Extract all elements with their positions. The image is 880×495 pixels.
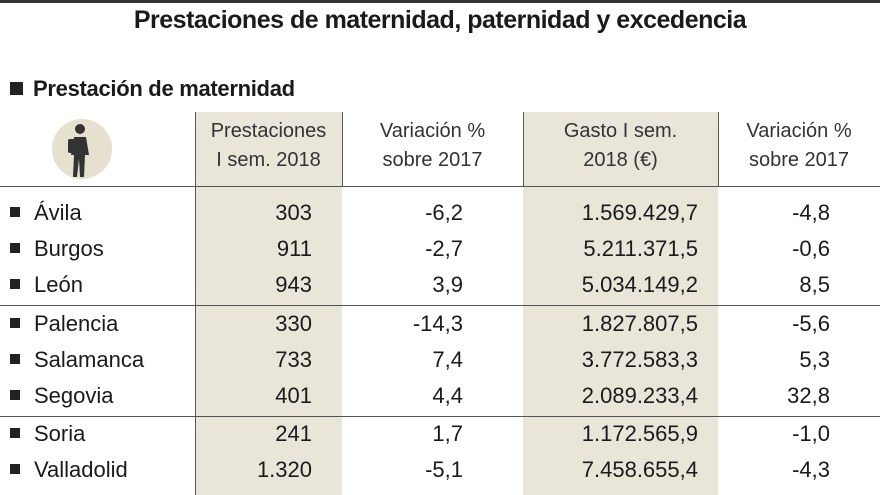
column-divider — [342, 112, 343, 186]
top-rule — [0, 0, 880, 3]
cell-value: -2,7 — [425, 236, 463, 262]
cell-value: 1.320 — [256, 457, 312, 483]
row-label: Salamanca — [10, 342, 144, 378]
column-shade — [195, 112, 342, 495]
column-header: Prestaciones — [210, 120, 327, 142]
column-divider — [718, 112, 719, 186]
cell-value: 330 — [275, 310, 312, 336]
column-divider — [195, 186, 196, 495]
row-label: Palencia — [10, 306, 118, 342]
group-rule — [0, 305, 880, 307]
cell-value: -6,2 — [425, 200, 463, 225]
row-label: Soria — [10, 416, 85, 452]
column-header: Variación % — [746, 120, 852, 142]
column-shade — [523, 112, 718, 495]
cell-value: 3,9 — [432, 272, 463, 298]
cell-value: -14,3 — [412, 310, 463, 336]
cell-value: 5.034.149,2 — [581, 272, 698, 298]
row-label: Valladolid — [10, 452, 128, 488]
column-header: Variación % — [379, 120, 486, 142]
cell-value: 303 — [275, 200, 312, 225]
column-header: I sem. 2018 — [216, 149, 321, 171]
cell-value: 3.772.583,3 — [581, 346, 698, 372]
cell-value: 5,3 — [799, 346, 830, 372]
cell-value: 241 — [275, 421, 312, 447]
cell-value: -0,6 — [792, 236, 830, 262]
cell-value: 1.569.429,7 — [581, 200, 698, 225]
cell-value: 32,8 — [787, 383, 830, 408]
cell-value: 4,4 — [432, 383, 463, 408]
cell-value: -4,3 — [792, 457, 830, 483]
row-label: Ávila — [10, 195, 82, 231]
column-header: sobre 2017 — [748, 149, 850, 171]
cell-value: 401 — [275, 383, 312, 408]
group-rule — [0, 416, 880, 417]
cell-value: 7.458.655,4 — [581, 457, 698, 483]
cell-value: 1,7 — [432, 421, 463, 447]
row-label: Burgos — [10, 231, 104, 267]
column-header: Gasto I sem. — [563, 120, 678, 142]
cell-value: 2.089.233,4 — [581, 383, 698, 408]
cell-value: 1.827.807,5 — [581, 310, 698, 336]
cell-value: 943 — [275, 272, 312, 298]
column-divider — [523, 112, 524, 186]
header-rule — [0, 186, 880, 187]
column-header: sobre 2017 — [382, 149, 483, 171]
cell-value: 5.211.371,5 — [583, 236, 698, 262]
column-header: 2018 (€) — [583, 149, 658, 171]
cell-value: -5,1 — [425, 457, 463, 483]
icon — [52, 119, 112, 179]
cell-value: 733 — [275, 346, 312, 372]
cell-value: -1,0 — [792, 421, 830, 447]
cell-value: -4,8 — [792, 200, 830, 225]
cell-value: -5,6 — [792, 310, 830, 336]
cell-value: 1.172.565,9 — [581, 421, 698, 447]
row-label: León — [10, 267, 83, 303]
column-divider — [195, 112, 196, 186]
cell-value: 8,5 — [799, 272, 830, 298]
cell-value: 7,4 — [432, 346, 463, 372]
cell-value: 911 — [276, 236, 312, 262]
title: Prestaciones de maternidad, paternidad y… — [133, 6, 747, 34]
section-title: Prestación de maternidad — [10, 76, 295, 102]
row-label: Segovia — [10, 378, 114, 414]
